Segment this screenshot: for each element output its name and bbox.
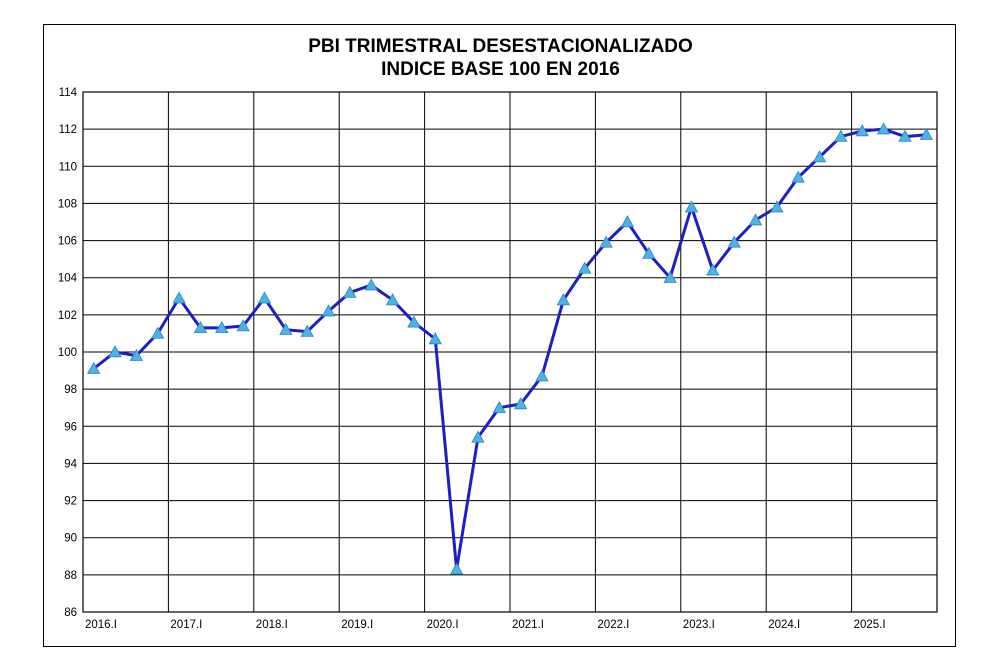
data-point-marker [215, 321, 229, 334]
data-point-marker [407, 315, 421, 328]
x-tick-label: 2025.I [854, 619, 886, 631]
data-point-marker [279, 322, 293, 335]
data-point-marker [834, 129, 848, 142]
data-point-marker [876, 122, 891, 135]
data-point-marker [257, 291, 272, 304]
y-tick-label: 110 [59, 161, 77, 173]
data-point-marker [727, 235, 741, 248]
data-point-marker [663, 270, 677, 283]
y-tick-label: 102 [58, 310, 77, 322]
chart-frame: PBI TRIMESTRAL DESESTACIONALIZADO INDICE… [43, 24, 956, 647]
data-point-marker [236, 319, 250, 332]
y-tick-label: 106 [58, 236, 77, 248]
y-tick-label: 114 [59, 87, 78, 99]
y-tick-label: 96 [64, 421, 77, 433]
y-tick-label: 90 [64, 533, 77, 545]
data-point-marker [855, 124, 869, 137]
data-point-marker [449, 562, 464, 575]
data-point-marker [599, 235, 613, 248]
y-tick-label: 104 [58, 273, 78, 285]
gridlines [83, 91, 937, 613]
data-point-marker [578, 261, 592, 274]
series-line [92, 127, 927, 571]
y-axis-ticks: 86 88 90 92 94 96 98 100 102 104 106 108 110 112 114 [58, 87, 78, 619]
y-tick-label: 100 [58, 347, 77, 359]
y-tick-label: 108 [58, 198, 77, 210]
data-point-marker [492, 400, 507, 413]
data-point-marker [535, 369, 549, 382]
data-point-marker [898, 129, 912, 142]
data-point-marker [919, 127, 934, 140]
x-tick-label: 2021.I [512, 619, 544, 631]
data-point-marker [300, 324, 314, 337]
y-tick-label: 94 [64, 458, 77, 470]
data-point-marker [770, 200, 784, 213]
x-tick-label: 2023.I [683, 619, 715, 631]
x-tick-label: 2022.I [597, 619, 629, 631]
y-tick-label: 86 [64, 607, 77, 619]
data-point-marker [706, 263, 720, 276]
x-tick-label: 2018.I [256, 619, 288, 631]
data-point-marker [642, 246, 656, 259]
data-point-marker [471, 430, 485, 443]
x-tick-label: 2016.I [85, 619, 117, 631]
data-point-marker [556, 293, 571, 306]
y-tick-label: 92 [64, 496, 77, 508]
y-tick-label: 112 [59, 124, 77, 136]
data-point-marker [172, 291, 186, 304]
data-point-marker [151, 326, 165, 339]
x-axis-ticks: 2016.I 2017.I 2018.I 2019.I 2020.I 2021.I 2022… [85, 619, 886, 631]
data-point-marker [343, 285, 357, 298]
data-point-marker [321, 304, 336, 317]
y-tick-label: 98 [64, 384, 77, 396]
data-point-marker [684, 200, 699, 213]
data-point-marker [791, 170, 805, 183]
y-tick-label: 88 [64, 570, 77, 582]
data-point-marker [513, 397, 528, 410]
data-point-marker [129, 348, 144, 361]
data-point-marker [428, 332, 442, 345]
plot-area [82, 91, 938, 613]
data-point-marker [748, 213, 763, 226]
data-point-marker [620, 215, 635, 228]
x-tick-label: 2024.I [768, 619, 800, 631]
data-point-marker [385, 293, 400, 306]
x-tick-label: 2020.I [427, 619, 459, 631]
series-markers [86, 122, 934, 575]
data-point-marker [812, 150, 827, 163]
data-point-marker [108, 345, 122, 358]
x-tick-label: 2019.I [341, 619, 373, 631]
data-point-marker [364, 278, 378, 291]
data-point-marker [193, 321, 208, 334]
chart-title-block: PBI TRIMESTRAL DESESTACIONALIZADO INDICE… [44, 35, 957, 81]
data-point-marker [86, 361, 101, 374]
x-tick-label: 2017.I [170, 619, 202, 631]
chart-subtitle: INDICE BASE 100 EN 2016 [381, 59, 620, 80]
line-chart: 86 88 90 92 94 96 98 100 102 104 106 108 110 112 114 2… [58, 87, 938, 631]
chart-title: PBI TRIMESTRAL DESESTACIONALIZADO [308, 36, 693, 57]
